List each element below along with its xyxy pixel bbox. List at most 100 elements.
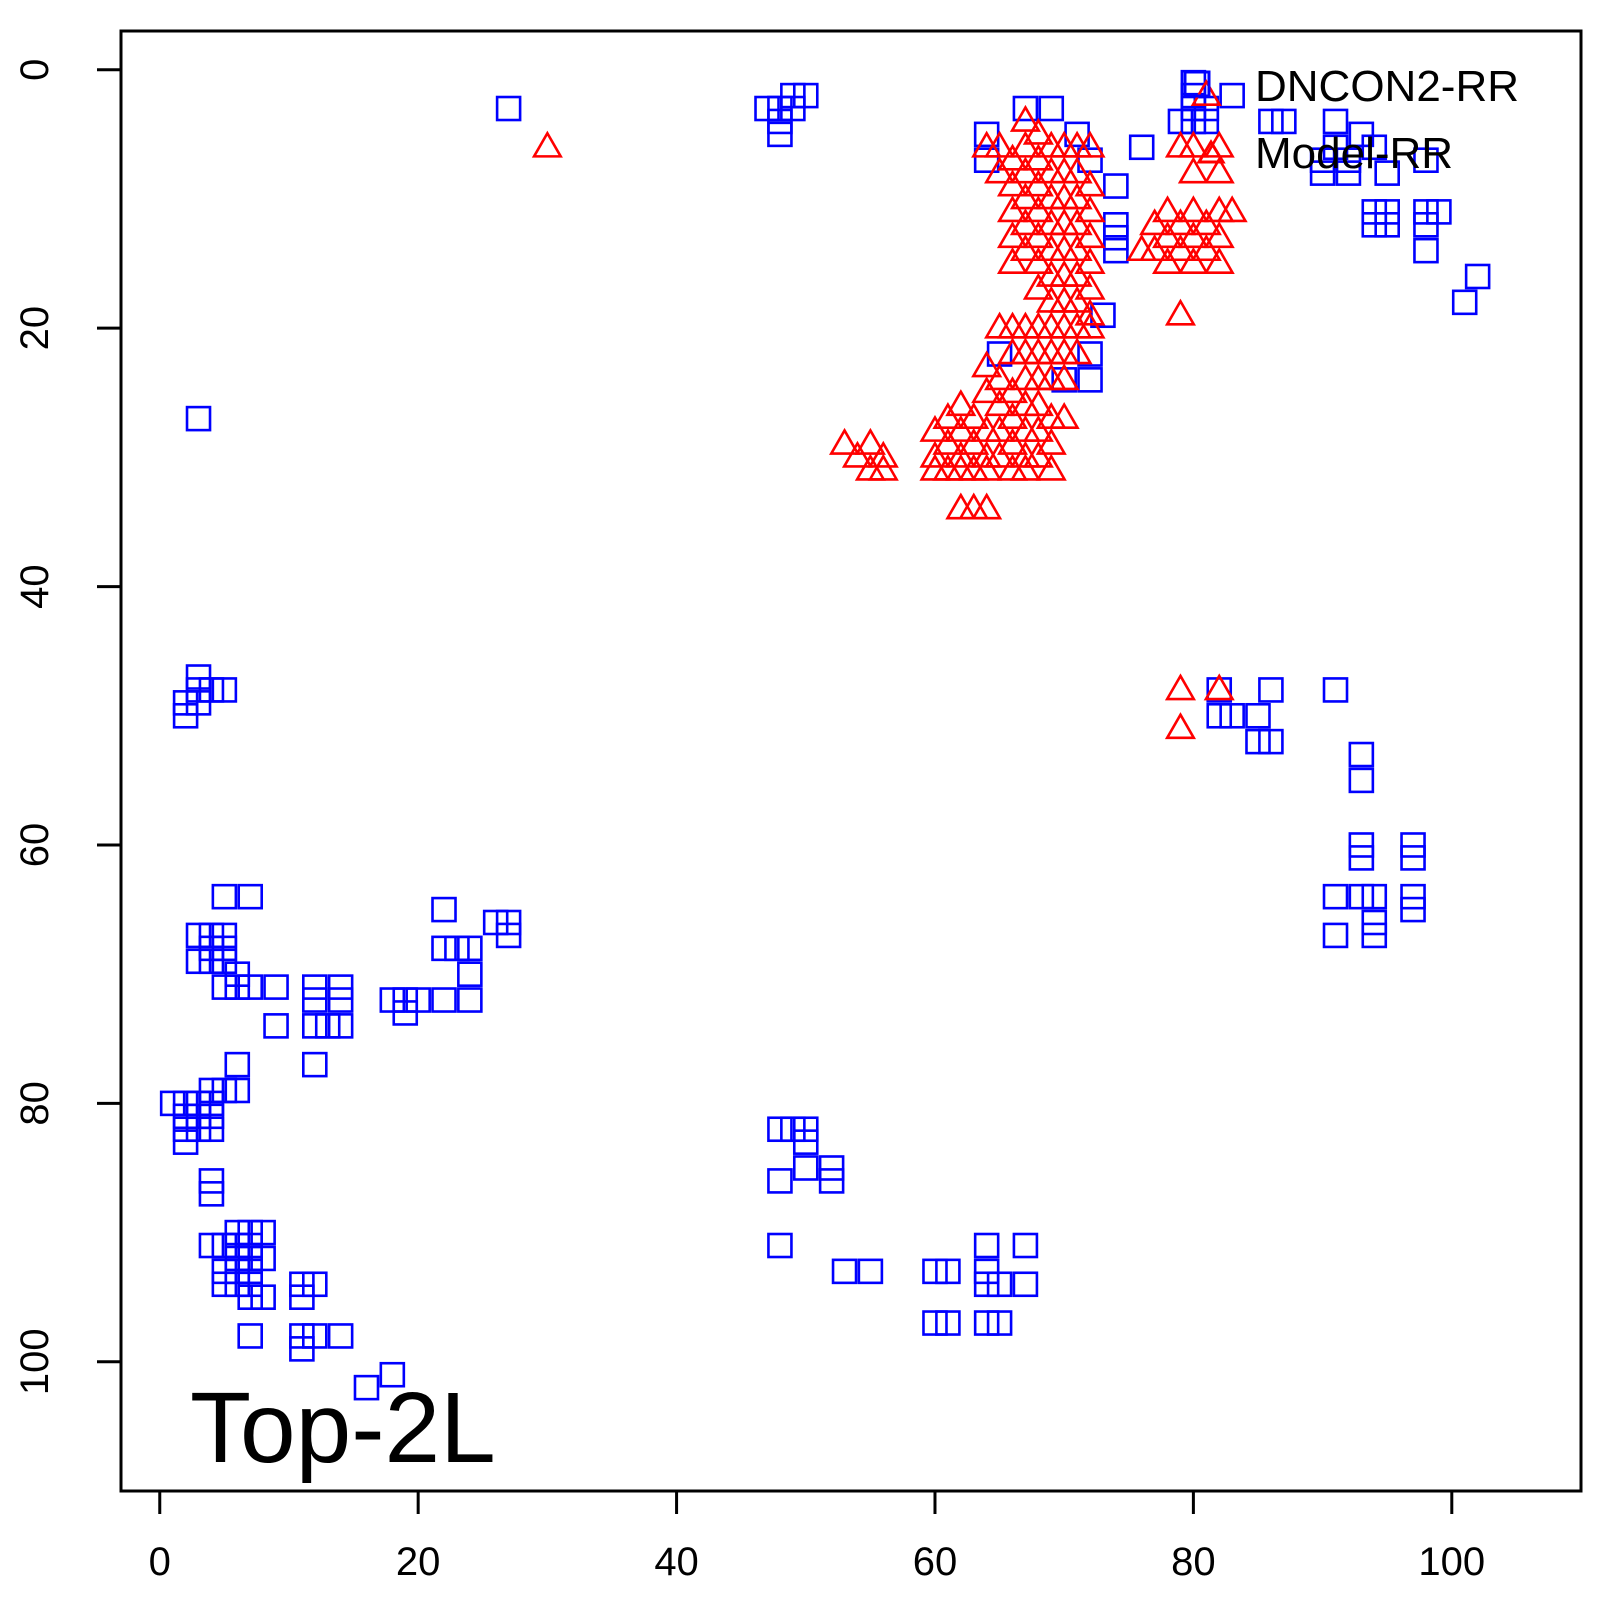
- model-rr-point-15: [1022, 221, 1054, 249]
- dncon2-rr-point-113: [431, 935, 457, 962]
- dncon2-rr-point-17: [1103, 224, 1129, 251]
- model-rr-point-86: [919, 414, 951, 442]
- model-rr-point-127: [1203, 221, 1235, 249]
- model-rr-point-38: [1074, 221, 1106, 249]
- plot-frame: [119, 29, 1583, 1493]
- dncon2-rr-point-177: [857, 1258, 884, 1285]
- model-rr-point-9: [1009, 182, 1041, 210]
- dncon2-rr-point-60: [198, 677, 225, 703]
- y-tick-label-60: 60: [13, 823, 57, 868]
- model-rr-point-134: [1190, 78, 1222, 107]
- dncon2-rr-point-30: [1193, 95, 1220, 122]
- dncon2-rr-point-182: [973, 1232, 1000, 1259]
- legend-marker-model-rr: [1196, 139, 1226, 164]
- model-rr-point-124: [1190, 208, 1222, 236]
- x-axis: 0 20 40 60 80 100: [149, 1489, 1485, 1584]
- model-rr-point-27: [1048, 234, 1080, 262]
- model-rr-point-12: [1022, 143, 1054, 171]
- dncon2-rr-point-86: [185, 922, 212, 949]
- dncon2-rr-point-80: [1361, 909, 1388, 936]
- model-rr-point-122: [1177, 221, 1209, 249]
- dncon2-rr-point-184: [973, 1271, 1000, 1298]
- model-rr-point-97: [958, 427, 990, 455]
- dncon2-rr-point-175: [818, 1168, 845, 1194]
- dncon2-rr-point-109: [392, 987, 419, 1013]
- dncon2-rr-point-147: [224, 1271, 251, 1298]
- series-dncon2-rr: [159, 69, 1491, 1401]
- model-rr-point-47: [1048, 285, 1080, 313]
- model-rr-point-2: [984, 130, 1016, 158]
- dncon2-rr-point-183: [973, 1258, 1000, 1285]
- dncon2-rr-point-152: [237, 1271, 264, 1298]
- model-rr-point-120: [1164, 234, 1197, 262]
- top-2l-annotation: Top-2L: [190, 1372, 496, 1484]
- model-rr-point-125: [1190, 234, 1222, 262]
- x-tick-label-80: 80: [1171, 1540, 1216, 1584]
- dncon2-rr-point-161: [289, 1336, 315, 1362]
- model-rr-point-59: [1009, 337, 1041, 365]
- model-rr-point-118: [1152, 246, 1184, 274]
- legend-label-model-rr: Model-RR: [1255, 129, 1453, 178]
- dncon2-rr-point-103: [302, 1051, 328, 1078]
- dncon2-rr-point-160: [289, 1323, 315, 1349]
- dncon2-rr-point-45: [1374, 160, 1400, 186]
- model-rr-point-81: [1022, 440, 1054, 468]
- model-rr-point-33: [1061, 234, 1093, 262]
- dncon2-rr-point-53: [1451, 289, 1478, 316]
- dncon2-rr-point-48: [1413, 147, 1439, 174]
- dncon2-rr-point-4: [780, 95, 806, 122]
- dncon2-rr-point-164: [327, 1323, 354, 1349]
- model-rr-point-35: [1074, 130, 1106, 158]
- dncon2-rr-point-89: [198, 935, 225, 962]
- model-rr-point-67: [1048, 363, 1080, 391]
- model-rr-point-104: [1009, 453, 1041, 481]
- dncon2-rr-point-21: [1077, 367, 1103, 393]
- dncon2-rr-point-124: [172, 1103, 199, 1130]
- model-rr-point-119: [1164, 208, 1197, 236]
- model-rr-point-3: [984, 156, 1016, 184]
- dncon2-rr-point-187: [986, 1310, 1013, 1336]
- model-rr-point-83: [1035, 427, 1067, 455]
- dncon2-rr-point-158: [289, 1271, 315, 1298]
- dncon2-rr-point-94: [211, 974, 238, 1000]
- dncon2-rr-point-71: [1348, 767, 1375, 794]
- dncon2-rr-point-180: [922, 1310, 948, 1336]
- dncon2-rr-point-46: [1374, 199, 1400, 225]
- dncon2-rr-point-44: [1361, 212, 1388, 238]
- dncon2-rr-point-16: [1103, 212, 1129, 238]
- dncon2-rr-point-168: [767, 1168, 793, 1194]
- model-rr-point-26: [1048, 208, 1080, 236]
- dncon2-rr-point-150: [237, 1245, 264, 1272]
- dncon2-rr-point-166: [379, 1361, 406, 1388]
- dncon2-rr-point-33: [1258, 108, 1284, 135]
- dncon2-rr-point-126: [172, 1129, 199, 1155]
- model-rr-point-46: [1035, 285, 1067, 313]
- dncon2-rr-point-56: [172, 702, 199, 729]
- model-rr-point-94: [945, 440, 977, 468]
- dncon2-rr-point-2: [754, 95, 780, 122]
- model-rr-point-74: [996, 402, 1029, 430]
- model-rr-point-91: [932, 453, 964, 481]
- dncon2-rr-point-105: [327, 974, 354, 1000]
- dncon2-rr-point-116: [457, 935, 483, 962]
- dncon2-rr-point-114: [431, 987, 457, 1013]
- model-rr-point-131: [1164, 130, 1197, 158]
- model-rr-point-28: [1048, 259, 1080, 287]
- model-rr-point-37: [1074, 195, 1106, 223]
- model-rr-point-0: [531, 130, 563, 158]
- dncon2-rr-point-125: [172, 1116, 199, 1143]
- model-rr-point-60: [1022, 337, 1054, 365]
- dncon2-rr-point-6: [767, 121, 793, 148]
- dncon2-rr-point-31: [1193, 108, 1220, 135]
- data-marks: [159, 69, 1491, 1401]
- model-rr-point-56: [1048, 311, 1080, 339]
- model-rr-point-31: [1061, 182, 1093, 210]
- dncon2-rr-point-78: [1348, 883, 1375, 910]
- dncon2-rr-point-139: [198, 1232, 225, 1259]
- dncon2-rr-point-43: [1361, 199, 1388, 225]
- model-rr-point-99: [971, 414, 1003, 442]
- dncon2-rr-point-81: [1361, 922, 1388, 949]
- model-rr-point-11: [1022, 117, 1054, 145]
- dncon2-rr-point-156: [250, 1245, 276, 1272]
